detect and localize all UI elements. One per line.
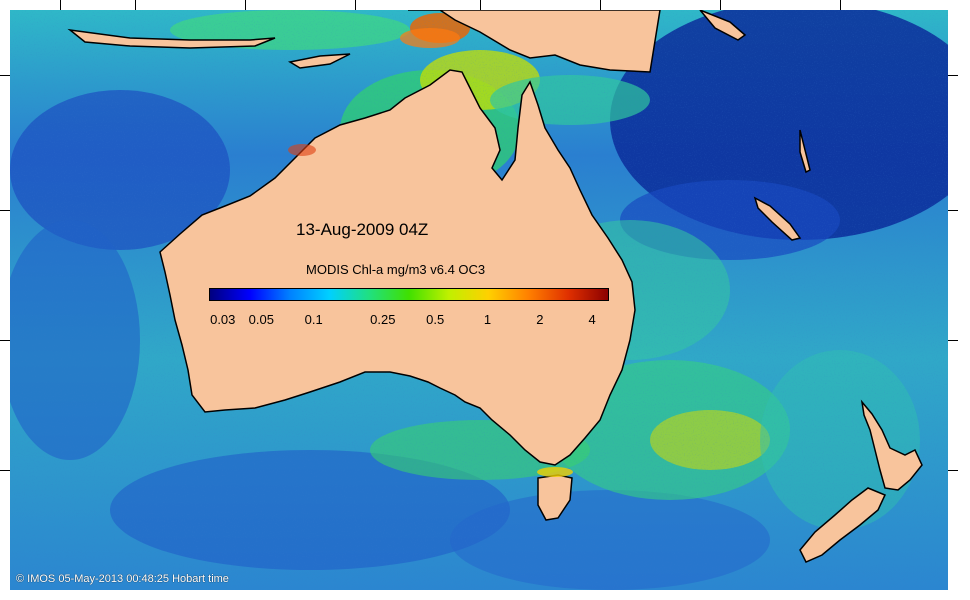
vanuatu-islands: [799, 129, 811, 174]
colorbar-tick-label: 1: [483, 312, 492, 327]
colorbar-tick-label: 0.03: [210, 312, 236, 327]
colorbar-tick-label: 4: [588, 312, 596, 327]
new-zealand-south: [799, 487, 887, 563]
credit-text: © IMOS 05-May-2013 00:48:25 Hobart time: [16, 573, 229, 585]
colorbar-tick-label: 0.05: [248, 312, 274, 327]
colorbar-tick-label: 2: [536, 312, 544, 327]
date-label: 13-Aug-2009 04Z: [296, 220, 429, 239]
new-caledonia: [753, 196, 802, 241]
timor: [287, 53, 351, 69]
colorbar-title: MODIS Chl-a mg/m3 v6.4 OC3: [306, 262, 486, 277]
colorbar: [209, 288, 609, 301]
colorbar-tick-label: 0.25: [370, 312, 396, 327]
new-guinea: [408, 10, 661, 73]
colorbar-tick-label: 0.5: [426, 312, 445, 327]
solomon-islands: [699, 10, 747, 41]
coastal-bloom: [288, 28, 573, 477]
java-islands: [67, 28, 276, 49]
australia-mainland: [159, 69, 636, 466]
land-masses: [67, 10, 923, 563]
colorbar-tick-label: 0.1: [304, 312, 323, 327]
new-zealand-north: [860, 399, 923, 491]
